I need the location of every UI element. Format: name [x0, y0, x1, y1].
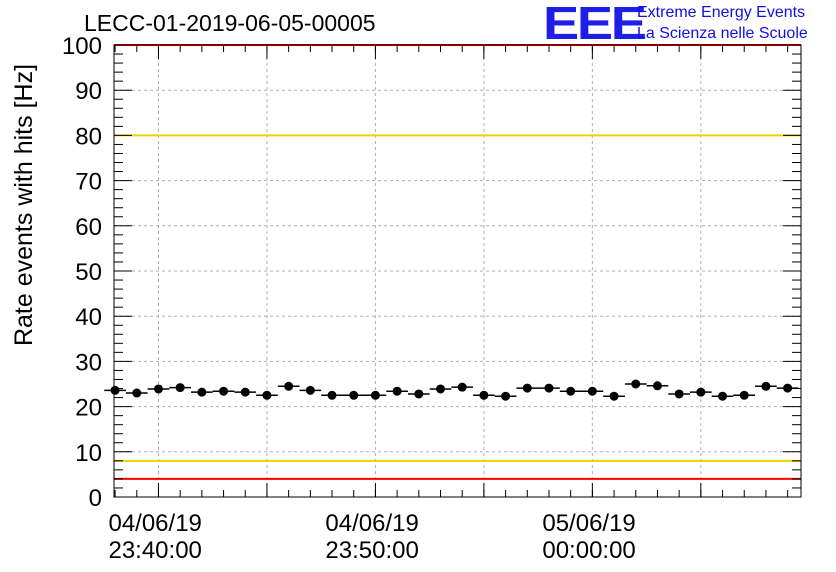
data-marker — [522, 383, 532, 393]
y-tick-label: 90 — [75, 78, 102, 105]
data-marker — [609, 391, 619, 401]
data-point — [342, 390, 365, 400]
data-point — [733, 390, 756, 400]
data-marker — [414, 389, 424, 399]
reference-lines — [114, 44, 801, 480]
data-point — [538, 383, 560, 393]
x-tick-time-label: 00:00:00 — [542, 537, 635, 564]
data-point — [364, 390, 387, 400]
data-marker — [587, 386, 597, 396]
y-tick-label: 20 — [75, 395, 102, 422]
x-tick-date-label: 04/06/19 — [325, 510, 418, 537]
data-marker — [132, 388, 142, 398]
x-tick-time-label: 23:50:00 — [325, 537, 418, 564]
data-point — [451, 382, 474, 392]
data-marker — [479, 390, 489, 400]
data-marker — [631, 379, 641, 389]
logo-caption: Extreme Energy Events La Scienza nelle S… — [637, 2, 808, 44]
data-marker — [696, 387, 706, 397]
data-marker — [436, 384, 446, 394]
data-point — [668, 389, 690, 399]
y-tick-label: 80 — [75, 123, 102, 150]
data-point — [755, 381, 777, 391]
data-point — [559, 386, 582, 396]
data-marker — [327, 390, 337, 400]
eee-logo: EEE — [543, 0, 647, 49]
data-marker — [110, 385, 120, 395]
data-point — [277, 381, 300, 391]
data-marker — [457, 382, 467, 392]
data-points — [104, 379, 799, 401]
data-point — [603, 391, 625, 401]
axis-ticks — [114, 44, 801, 498]
data-point — [299, 385, 322, 395]
data-point — [516, 383, 539, 393]
y-tick-label: 100 — [62, 33, 102, 60]
data-point — [256, 390, 278, 400]
data-point — [321, 390, 343, 400]
y-tick-label: 60 — [75, 214, 102, 241]
chart-title: LECC-01-2019-06-05-00005 — [84, 10, 376, 36]
data-point — [624, 379, 647, 389]
data-point — [386, 386, 408, 396]
x-tick-time-label: 23:40:00 — [108, 537, 201, 564]
x-tick-date-label: 05/06/19 — [542, 510, 635, 537]
data-marker — [566, 386, 576, 396]
data-marker — [349, 390, 359, 400]
data-marker — [219, 386, 229, 396]
logo-line-2: La Scienza nelle Scuole — [637, 25, 808, 42]
data-point — [169, 383, 192, 393]
data-marker — [652, 381, 662, 391]
data-point — [581, 386, 604, 396]
data-marker — [392, 386, 402, 396]
data-marker — [718, 391, 728, 401]
data-point — [147, 384, 170, 394]
data-point — [689, 387, 712, 397]
data-marker — [197, 387, 207, 397]
data-marker — [175, 383, 185, 393]
data-point — [646, 381, 669, 391]
data-marker — [783, 383, 793, 393]
data-marker — [739, 390, 749, 400]
data-point — [104, 385, 126, 395]
data-point — [711, 391, 734, 401]
data-point — [473, 390, 495, 400]
y-tick-label: 0 — [89, 485, 102, 512]
data-marker — [262, 390, 272, 400]
logo-line-1: Extreme Energy Events — [637, 4, 806, 21]
data-marker — [153, 384, 163, 394]
y-tick-label: 50 — [75, 259, 102, 286]
data-marker — [240, 387, 250, 397]
data-marker — [284, 381, 294, 391]
y-tick-label: 10 — [75, 440, 102, 467]
data-marker — [674, 389, 684, 399]
data-point — [494, 391, 517, 401]
tick-labels: 010203040506070809010004/06/1923:40:0004… — [62, 33, 636, 564]
data-marker — [305, 385, 315, 395]
y-tick-label: 40 — [75, 304, 102, 331]
data-marker — [501, 391, 511, 401]
data-marker — [370, 390, 380, 400]
data-marker — [761, 381, 771, 391]
y-tick-label: 70 — [75, 169, 102, 196]
data-point — [234, 387, 257, 397]
data-point — [191, 387, 213, 397]
data-marker — [544, 383, 554, 393]
data-point — [212, 386, 235, 396]
data-point — [429, 384, 452, 394]
data-point — [125, 388, 148, 398]
x-tick-date-label: 04/06/19 — [108, 510, 201, 537]
grid — [114, 45, 801, 497]
data-point — [407, 389, 430, 399]
y-tick-label: 30 — [75, 349, 102, 376]
y-axis-label: Rate events with hits [Hz] — [10, 64, 38, 346]
data-point — [776, 383, 799, 393]
